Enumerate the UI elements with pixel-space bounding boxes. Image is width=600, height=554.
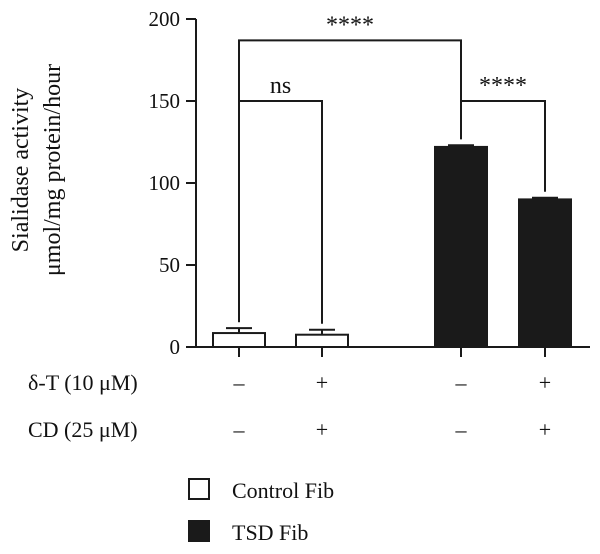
bar [518,198,572,348]
y-axis-title-line-1: Sialidase activity [8,88,34,253]
bar [212,332,266,348]
y-tick-label: 0 [170,335,181,359]
significance-bracket [460,100,546,192]
y-axis-title: Sialidase activity μmol/mg protein/hour [8,64,66,276]
y-tick-label: 50 [159,253,180,277]
y-ticks: 0 50 100 150 200 [149,7,196,359]
treatment-symbol: + [316,417,328,442]
x-ticks [238,347,546,357]
bar [434,145,488,348]
y-tick-label: 100 [149,171,181,195]
legend-label: TSD Fib [232,520,308,545]
treatment-table: δ-T (10 μM) – + – + CD (25 μM) – + – + [28,370,551,442]
treatment-symbol: – [233,417,246,442]
treatment-symbol: + [539,417,551,442]
treatment-row-label: CD (25 μM) [28,417,138,442]
treatment-symbol: + [316,370,328,395]
legend-label: Control Fib [232,478,334,503]
legend: Control Fib TSD Fib [188,478,334,545]
bars [212,144,572,349]
y-tick-label: 200 [149,7,181,31]
legend-swatch [188,478,210,500]
y-axis-title-line-2: μmol/mg protein/hour [40,64,66,276]
bar [295,333,349,349]
significance-label: **** [326,12,374,38]
significance-brackets: ns **** **** [238,12,546,324]
treatment-row-label: δ-T (10 μM) [28,370,138,395]
significance-bracket [238,100,323,324]
treatment-symbol: – [455,417,468,442]
treatment-symbol: – [233,370,246,395]
legend-swatch [188,520,210,542]
significance-label: **** [479,73,527,99]
y-tick-label: 150 [149,89,181,113]
significance-bracket [238,39,462,323]
treatment-symbol: + [539,370,551,395]
significance-label: ns [270,73,291,99]
treatment-symbol: – [455,370,468,395]
